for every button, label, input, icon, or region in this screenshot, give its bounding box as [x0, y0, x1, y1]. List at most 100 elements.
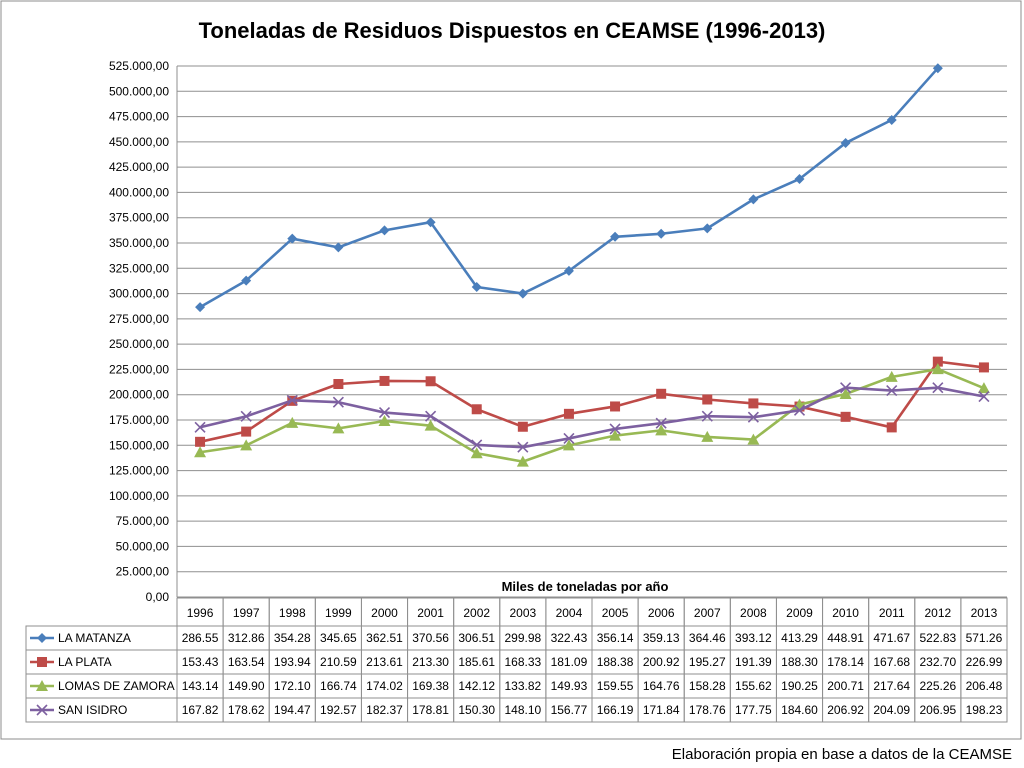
table-header-year: 2011	[879, 606, 905, 620]
table-value: 198.23	[966, 703, 1003, 717]
table-value: 156.77	[551, 703, 588, 717]
table-value: 362.51	[366, 631, 403, 645]
table-value: 190.25	[781, 679, 818, 693]
legend-series-name: SAN ISIDRO	[58, 703, 127, 717]
data-point	[932, 63, 943, 74]
data-point	[839, 387, 852, 399]
data-point	[378, 414, 391, 426]
y-tick-label: 100.000,00	[109, 489, 169, 503]
data-point	[378, 406, 391, 419]
data-point	[655, 424, 668, 436]
series-la-plata	[195, 356, 989, 447]
table-header-year: 2008	[740, 606, 767, 620]
data-point	[471, 404, 482, 415]
table-value: 158.28	[689, 679, 726, 693]
data-point	[241, 275, 252, 286]
footer-note: Elaboración propia en base a datos de la…	[672, 746, 1012, 763]
table-value: 148.10	[504, 703, 541, 717]
table-value: 217.64	[873, 679, 910, 693]
data-point	[886, 385, 898, 397]
data-point	[609, 423, 621, 435]
table-value: 206.92	[827, 703, 864, 717]
table-value: 167.82	[182, 703, 219, 717]
table-header-year: 2012	[924, 606, 951, 620]
data-point-stroke	[332, 396, 344, 408]
table-value: 306.51	[458, 631, 495, 645]
table-value: 178.62	[228, 703, 265, 717]
data-point	[286, 416, 299, 428]
data-point	[886, 114, 897, 125]
data-point	[287, 233, 298, 244]
table-value: 194.47	[274, 703, 311, 717]
data-point	[977, 382, 990, 394]
data-point	[886, 422, 897, 433]
table-value: 150.30	[458, 703, 495, 717]
data-point	[840, 411, 851, 422]
table-value: 185.61	[458, 655, 495, 669]
table-value: 193.94	[274, 655, 311, 669]
data-point	[333, 379, 344, 390]
data-point	[517, 441, 529, 453]
table-value: 188.30	[781, 655, 818, 669]
table-value: 178.14	[827, 655, 864, 669]
data-point	[656, 228, 667, 239]
data-point	[702, 223, 713, 234]
table-value: 393.12	[735, 631, 772, 645]
table-value: 226.99	[966, 655, 1003, 669]
data-point	[36, 680, 48, 691]
table-value: 299.98	[504, 631, 541, 645]
table-cell	[960, 697, 1008, 723]
table-value: 171.84	[643, 703, 680, 717]
data-point-stroke	[517, 441, 529, 453]
data-point-stroke	[425, 410, 437, 422]
data-point-stroke	[840, 382, 852, 394]
table-value: 149.90	[228, 679, 265, 693]
table-value: 169.38	[412, 679, 449, 693]
data-point-stroke	[36, 704, 48, 716]
table-value: 200.71	[827, 679, 864, 693]
data-point	[379, 375, 390, 386]
data-point	[36, 704, 48, 716]
y-tick-label: 225.000,00	[109, 362, 169, 376]
legend-series-name: LA PLATA	[58, 655, 112, 669]
table-value: 178.76	[689, 703, 726, 717]
data-point-stroke	[609, 423, 621, 435]
data-point	[747, 411, 759, 423]
table-value: 168.33	[504, 655, 541, 669]
table-header-year: 2004	[556, 606, 583, 620]
table-value: 178.81	[412, 703, 449, 717]
table-header-year: 2010	[832, 606, 859, 620]
table-header-year: 2009	[786, 606, 813, 620]
y-tick-label: 150.000,00	[109, 438, 169, 452]
table-value: 232.70	[919, 655, 956, 669]
table-value: 448.91	[827, 631, 864, 645]
data-point	[333, 242, 344, 253]
table-value: 133.82	[504, 679, 541, 693]
table-header-year: 2000	[371, 606, 398, 620]
data-point	[194, 446, 207, 458]
y-tick-label: 425.000,00	[109, 160, 169, 174]
data-point	[702, 394, 713, 405]
table-value: 356.14	[597, 631, 634, 645]
series-la-matanza	[195, 63, 943, 313]
y-tick-label: 525.000,00	[109, 59, 169, 73]
table-value: 188.38	[597, 655, 634, 669]
table-value: 522.83	[919, 631, 956, 645]
legend-series-name: LOMAS DE ZAMORA	[58, 679, 175, 693]
data-point	[424, 419, 437, 431]
table-value: 195.27	[689, 655, 726, 669]
table-header-year: 1999	[325, 606, 352, 620]
series-line	[199, 367, 985, 463]
table-value: 354.28	[274, 631, 311, 645]
data-point-stroke	[978, 390, 990, 403]
table-value: 286.55	[182, 631, 219, 645]
table-value: 166.74	[320, 679, 357, 693]
table-value: 166.19	[597, 703, 634, 717]
table-value: 312.86	[228, 631, 265, 645]
table-value: 163.54	[228, 655, 265, 669]
data-point-stroke	[886, 385, 898, 397]
data-point	[840, 382, 852, 394]
data-point	[655, 417, 667, 429]
table-value: 191.39	[735, 655, 772, 669]
